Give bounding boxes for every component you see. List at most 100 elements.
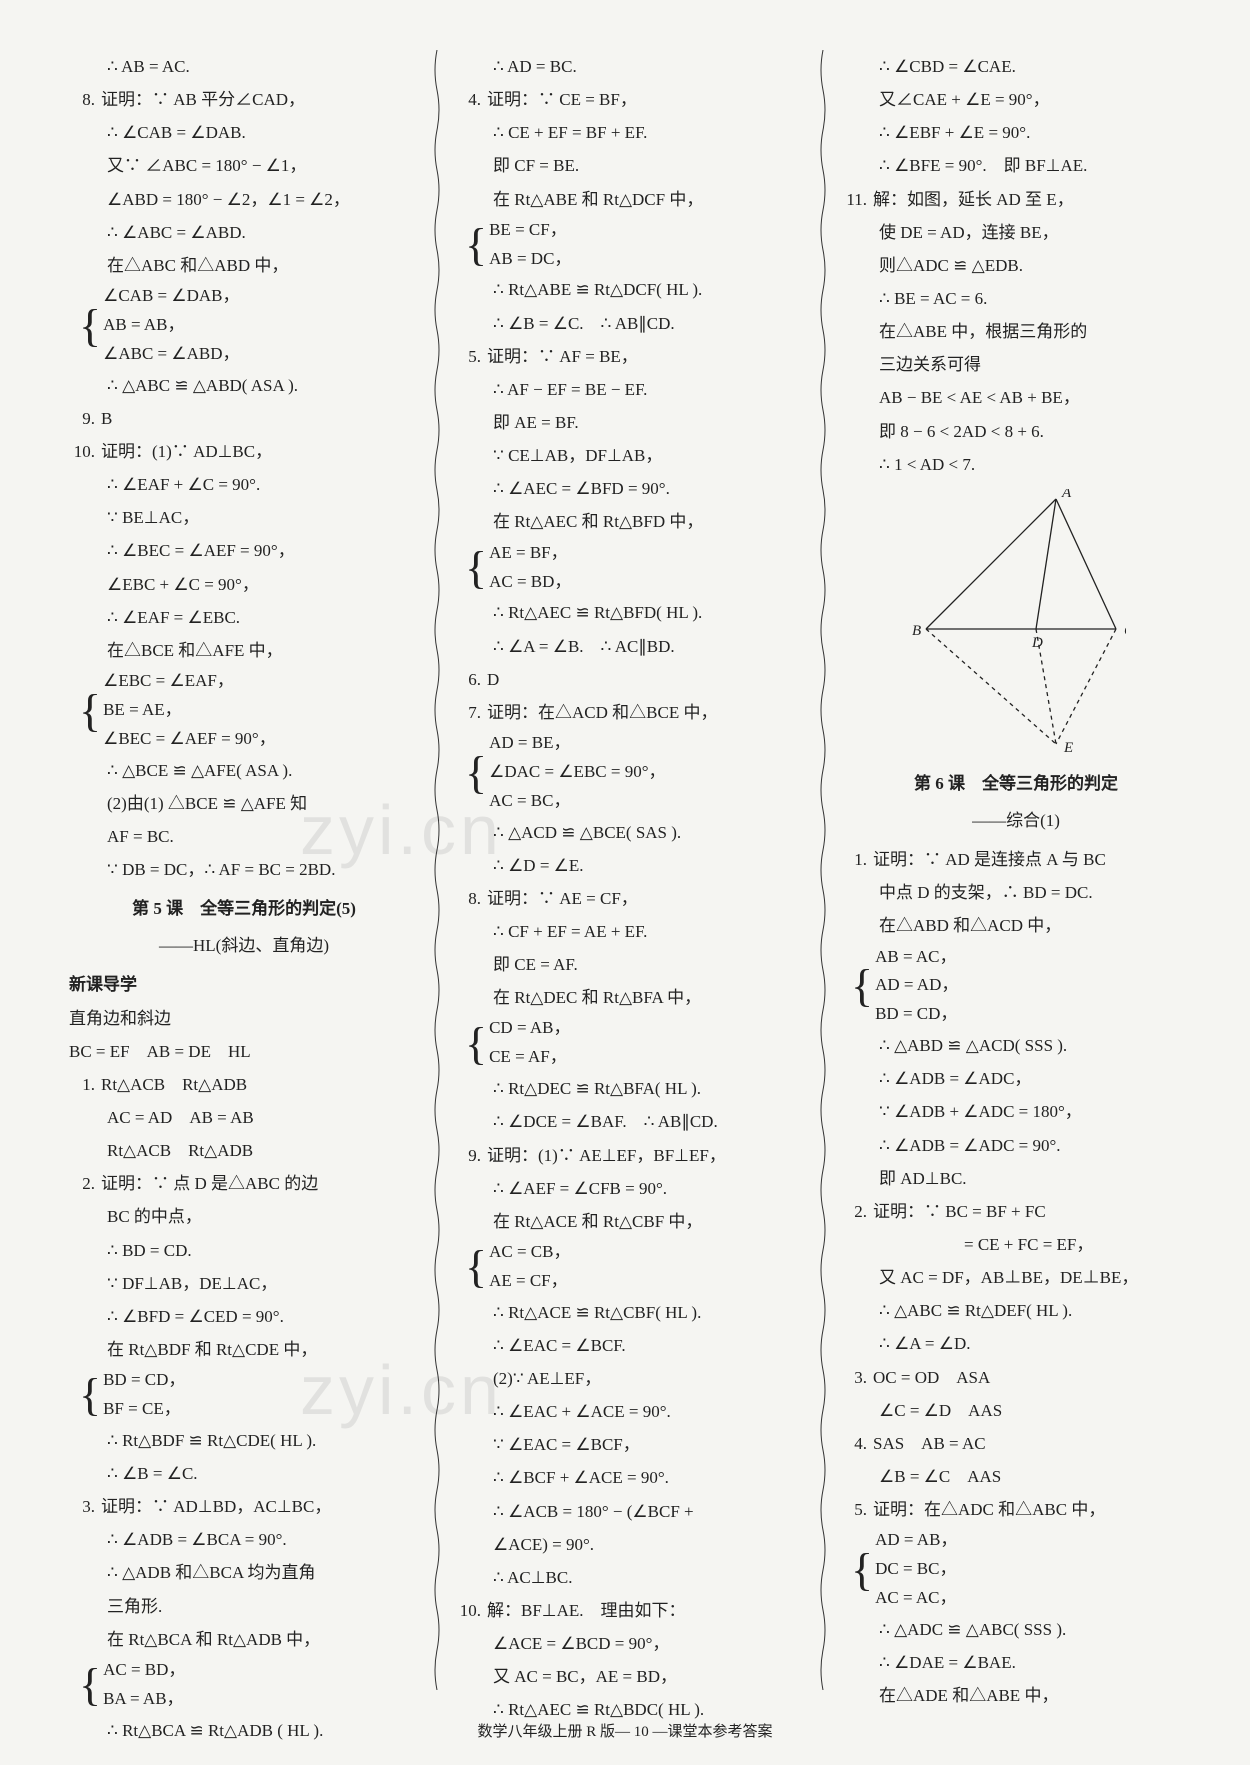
line: ∴ ∠ADB = ∠ADC，	[841, 1062, 1191, 1095]
brace-line: ∠CAB = ∠DAB，	[103, 282, 239, 311]
line: ∴ ∠D = ∠E.	[455, 849, 805, 882]
line: ∴ Rt△ACE ≌ Rt△CBF( HL ).	[455, 1296, 805, 1329]
svg-text:E: E	[1063, 740, 1073, 756]
line: ∵ ∠EAC = ∠BCF，	[455, 1428, 805, 1461]
line: 在△BCE 和△AFE 中，	[69, 634, 419, 667]
brace-line: ∠DAC = ∠EBC = 90°，	[489, 758, 665, 787]
brace-group: { ∠CAB = ∠DAB， AB = AB， ∠ABC = ∠ABD，	[69, 282, 419, 369]
line: 在△ABE 中，根据三角形的	[841, 315, 1191, 348]
line: ∴ ∠DAE = ∠BAE.	[841, 1646, 1191, 1679]
brace-line: AB = DC，	[489, 245, 571, 274]
brace-line: ∠BEC = ∠AEF = 90°，	[103, 725, 276, 754]
brace-line: AC = AC，	[875, 1584, 957, 1613]
line: 即 CE = AF.	[455, 948, 805, 981]
line: ∴ △BCE ≌ △AFE( ASA ).	[69, 754, 419, 787]
line: = CE + FC = EF，	[841, 1228, 1191, 1261]
line: ∴ ∠BFD = ∠CED = 90°.	[69, 1300, 419, 1333]
num: 4.	[455, 83, 487, 116]
column-3: ∴ ∠CBD = ∠CAE. 又∠CAE + ∠E = 90°， ∴ ∠EBF …	[827, 50, 1205, 1690]
line: 即 AD⊥BC.	[841, 1162, 1191, 1195]
num: 9.	[455, 1139, 487, 1172]
line: ∴ ∠B = ∠C. ∴ AB∥CD.	[455, 307, 805, 340]
text: Rt△ACB Rt△ADB	[101, 1068, 419, 1101]
brace-group: { AE = BF， AC = BD，	[455, 539, 805, 597]
brace-group: { BE = CF， AB = DC，	[455, 216, 805, 274]
brace-line: BE = CF，	[489, 216, 571, 245]
brace-line: AD = BE，	[489, 729, 665, 758]
brace-group: { CD = AB， CE = AF，	[455, 1014, 805, 1072]
brace-line: BA = AB，	[103, 1685, 185, 1714]
line: ∴ AD = BC.	[455, 50, 805, 83]
brace-line: AE = BF，	[489, 539, 571, 568]
line: ∠EBC + ∠C = 90°，	[69, 568, 419, 601]
column-divider	[433, 50, 441, 1690]
section-subtitle: ——综合(1)	[841, 804, 1191, 837]
brace-group: { AC = BD， BA = AB，	[69, 1656, 419, 1714]
line: ∵ DB = DC，∴ AF = BC = 2BD.	[69, 853, 419, 886]
line: 则△ADC ≌ △EDB.	[841, 249, 1191, 282]
column-2: ∴ AD = BC. 4.证明：∵ CE = BF， ∴ CE + EF = B…	[441, 50, 819, 1690]
brace-line: AB = AB，	[103, 311, 239, 340]
text: 证明：∵ BC = BF + FC	[873, 1195, 1191, 1228]
line: ∴ ∠EAC = ∠BCF.	[455, 1329, 805, 1362]
column-1: ∴ AB = AC. 8.证明：∵ AB 平分∠CAD， ∴ ∠CAB = ∠D…	[55, 50, 433, 1690]
line: ∴ Rt△ABE ≌ Rt△DCF( HL ).	[455, 273, 805, 306]
text: 解：BF⊥AE. 理由如下：	[487, 1594, 805, 1627]
text: 证明：∵ AD⊥BD，AC⊥BC，	[101, 1490, 419, 1523]
line: 三边关系可得	[841, 348, 1191, 381]
text: D	[487, 663, 805, 696]
line: ∴ AC⊥BC.	[455, 1561, 805, 1594]
line: 在 Rt△BDF 和 Rt△CDE 中，	[69, 1333, 419, 1366]
num: 9.	[69, 402, 101, 435]
line: AB − BE < AE < AB + BE，	[841, 381, 1191, 414]
svg-text:A: A	[1061, 489, 1072, 501]
line: ∵ BE⊥AC，	[69, 501, 419, 534]
line: BC 的中点，	[69, 1200, 419, 1233]
line: AF = BC.	[69, 820, 419, 853]
brace-icon: {	[465, 547, 487, 588]
brace-group: { BD = CD， BF = CE，	[69, 1366, 419, 1424]
brace-line: AD = AB，	[875, 1526, 957, 1555]
num: 11.	[841, 183, 873, 216]
line: 在△ABD 和△ACD 中，	[841, 909, 1191, 942]
line: ∴ ∠AEF = ∠CFB = 90°.	[455, 1172, 805, 1205]
line: 即 8 − 6 < 2AD < 8 + 6.	[841, 415, 1191, 448]
brace-line: AE = CF，	[489, 1267, 570, 1296]
brace-group: { ∠EBC = ∠EAF， BE = AE， ∠BEC = ∠AEF = 90…	[69, 667, 419, 754]
line: 在 Rt△AEC 和 Rt△BFD 中，	[455, 505, 805, 538]
line: 直角边和斜边	[69, 1002, 419, 1035]
line: ∴ ∠BCF + ∠ACE = 90°.	[455, 1461, 805, 1494]
line: (2)由(1) △BCE ≌ △AFE 知	[69, 787, 419, 820]
line: 又∠CAE + ∠E = 90°，	[841, 83, 1191, 116]
line: ∴ BD = CD.	[69, 1234, 419, 1267]
line: ∴ CF + EF = AE + EF.	[455, 915, 805, 948]
line: 又 AC = DF，AB⊥BE，DE⊥BE，	[841, 1261, 1191, 1294]
num: 8.	[69, 83, 101, 116]
num: 3.	[69, 1490, 101, 1523]
line: ∵ CE⊥AB，DF⊥AB，	[455, 439, 805, 472]
line: ∴ ∠CBD = ∠CAE.	[841, 50, 1191, 83]
line: ∴ ∠BFE = 90°. 即 BF⊥AE.	[841, 149, 1191, 182]
brace-icon: {	[79, 690, 101, 731]
text: SAS AB = AC	[873, 1427, 1191, 1460]
line: (2)∵ AE⊥EF，	[455, 1362, 805, 1395]
text: 证明：(1)∵ AE⊥EF，BF⊥EF，	[487, 1139, 805, 1172]
line: 使 DE = AD，连接 BE，	[841, 216, 1191, 249]
line: ∠ABD = 180° − ∠2，∠1 = ∠2，	[69, 183, 419, 216]
line: ∴ Rt△AEC ≌ Rt△BFD( HL ).	[455, 596, 805, 629]
text: 证明：∵ AB 平分∠CAD，	[101, 83, 419, 116]
brace-icon: {	[465, 1023, 487, 1064]
line: 在 Rt△ACE 和 Rt△CBF 中，	[455, 1205, 805, 1238]
brace-icon: {	[79, 1374, 101, 1415]
num: 1.	[69, 1068, 101, 1101]
brace-line: BD = CD，	[103, 1366, 185, 1395]
brace-icon: {	[79, 305, 101, 346]
text: 证明：∵ AF = BE，	[487, 340, 805, 373]
num: 2.	[841, 1195, 873, 1228]
line: ∵ ∠ADB + ∠ADC = 180°，	[841, 1095, 1191, 1128]
brace-line: BD = CD，	[875, 1000, 958, 1029]
heading: 新课导学	[69, 968, 419, 1001]
line: 在 Rt△ABE 和 Rt△DCF 中，	[455, 183, 805, 216]
line: ∴ ∠EBF + ∠E = 90°.	[841, 116, 1191, 149]
geometry-diagram: ABCDE	[906, 489, 1126, 759]
